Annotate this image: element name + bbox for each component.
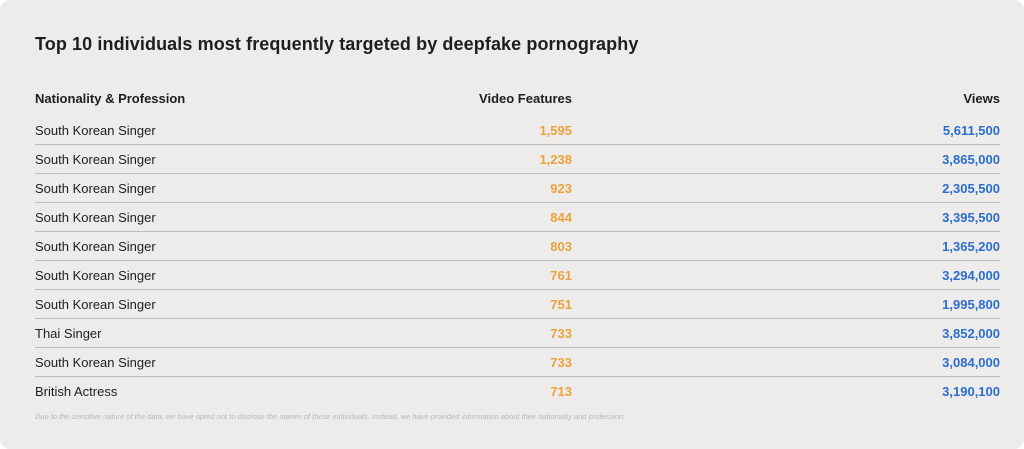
- nationality-profession-cell: South Korean Singer: [35, 202, 375, 232]
- table-row: South Korean Singer 803 1,365,200: [35, 231, 1000, 261]
- table-row: South Korean Singer 733 3,084,000: [35, 347, 1000, 377]
- views-cell: 1,365,200: [572, 231, 1000, 261]
- table-row: British Actress 713 3,190,100: [35, 376, 1000, 405]
- nationality-profession-cell: South Korean Singer: [35, 347, 375, 377]
- column-header-nationality-profession: Nationality & Profession: [35, 91, 186, 106]
- nationality-profession-cell: South Korean Singer: [35, 173, 375, 203]
- table-row: South Korean Singer 751 1,995,800: [35, 289, 1000, 319]
- video-features-cell: 751: [375, 289, 572, 319]
- views-cell: 3,084,000: [572, 347, 1000, 377]
- table-row: South Korean Singer 761 3,294,000: [35, 260, 1000, 290]
- views-cell: 3,395,500: [572, 202, 1000, 232]
- views-cell: 3,190,100: [572, 376, 1000, 405]
- nationality-profession-cell: South Korean Singer: [35, 122, 156, 138]
- views-cell: 2,305,500: [572, 173, 1000, 203]
- video-features-cell: 761: [375, 260, 572, 290]
- video-features-cell: 1,595: [539, 122, 572, 138]
- column-header-views: Views: [963, 91, 1000, 106]
- video-features-cell: 923: [375, 173, 572, 203]
- table-row: Thai Singer 733 3,852,000: [35, 318, 1000, 348]
- table-row: South Korean Singer 1,238 3,865,000: [35, 144, 1000, 174]
- video-features-cell: 733: [375, 347, 572, 377]
- page-title: Top 10 individuals most frequently targe…: [35, 34, 639, 54]
- table-row: South Korean Singer 923 2,305,500: [35, 173, 1000, 203]
- video-features-cell: 1,238: [375, 144, 572, 174]
- nationality-profession-cell: South Korean Singer: [35, 144, 375, 174]
- column-header-video-features: Video Features: [479, 91, 572, 106]
- table-header-row: Nationality & Profession Video Features …: [35, 81, 1000, 116]
- views-cell: 3,852,000: [572, 318, 1000, 348]
- video-features-cell: 713: [375, 376, 572, 405]
- nationality-profession-cell: South Korean Singer: [35, 289, 375, 319]
- views-cell: 3,865,000: [572, 144, 1000, 174]
- video-features-cell: 844: [375, 202, 572, 232]
- table-row: South Korean Singer 844 3,395,500: [35, 202, 1000, 232]
- video-features-cell: 733: [375, 318, 572, 348]
- nationality-profession-cell: South Korean Singer: [35, 260, 375, 290]
- nationality-profession-cell: Thai Singer: [35, 318, 375, 348]
- nationality-profession-cell: South Korean Singer: [35, 231, 375, 261]
- video-features-cell: 803: [375, 231, 572, 261]
- views-cell: 5,611,500: [942, 122, 1000, 138]
- stats-table: Nationality & Profession Video Features …: [35, 81, 1000, 405]
- footnote: Due to the sensitive nature of the data,…: [35, 412, 626, 421]
- nationality-profession-cell: British Actress: [35, 376, 375, 405]
- views-cell: 1,995,800: [572, 289, 1000, 319]
- views-cell: 3,294,000: [572, 260, 1000, 290]
- table-row: South Korean Singer 1,595 5,611,500: [35, 116, 1000, 145]
